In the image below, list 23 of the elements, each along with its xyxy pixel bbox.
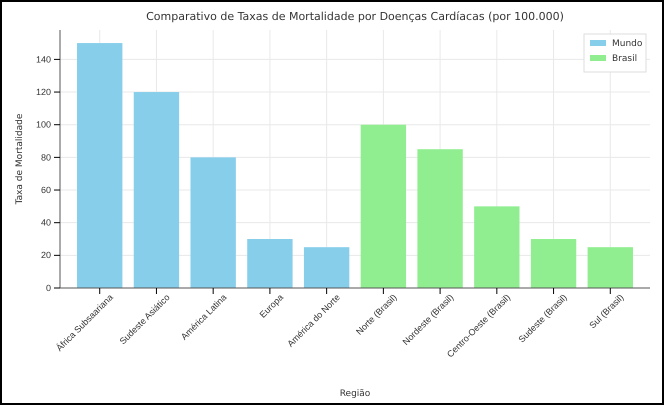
y-tick-label: 20 xyxy=(40,250,51,260)
bar xyxy=(190,157,236,288)
x-axis-title: Região xyxy=(340,389,371,399)
y-tick-label: 140 xyxy=(36,54,51,64)
bar xyxy=(247,239,293,288)
bar xyxy=(304,247,350,288)
bar xyxy=(134,92,180,288)
y-tick-label: 100 xyxy=(36,120,51,130)
bar xyxy=(360,124,406,288)
chart-title: Comparativo de Taxas de Mortalidade por Doenças Cardíacas (por 100.000) xyxy=(146,10,564,23)
legend-label: Brasil xyxy=(612,54,638,64)
bar xyxy=(588,247,633,288)
y-tick-label: 120 xyxy=(36,86,51,97)
bar xyxy=(474,206,520,288)
y-tick-label: 80 xyxy=(40,152,51,162)
y-tick-label: 40 xyxy=(40,218,51,228)
y-tick-label: 60 xyxy=(40,184,51,195)
bar xyxy=(77,43,122,288)
y-axis-title: Taxa de Mortalidade xyxy=(15,113,25,206)
bar xyxy=(530,239,576,288)
y-tick-label: 0 xyxy=(46,282,51,293)
legend-label: Mundo xyxy=(612,39,643,49)
bar xyxy=(417,149,463,288)
